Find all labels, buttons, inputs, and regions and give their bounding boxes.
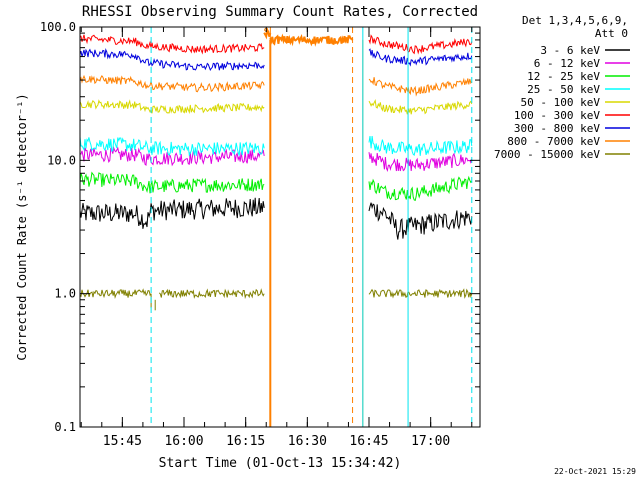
series-line-8-0 [79, 288, 152, 299]
series-line-3-1 [368, 136, 473, 156]
series-4 [79, 98, 473, 115]
series-0 [79, 197, 473, 240]
series-line-2-0 [79, 171, 265, 194]
x-tick-label-4: 16:45 [349, 434, 388, 449]
legend-label-2: 12 - 25 keV [527, 70, 600, 83]
annotation-mark-0: S [264, 27, 269, 37]
series-1 [79, 146, 473, 173]
legend-label-8: 7000 - 15000 keV [494, 148, 600, 161]
axes-layer: 0.1 1.0 10.0 100.0 15:45 16:00 16:15 16:30 16:45… [40, 20, 480, 449]
x-axis-label: Start Time (01-Oct-13 15:34:42) [159, 456, 402, 471]
series-5 [79, 34, 473, 55]
series-line-0-0 [79, 197, 265, 229]
legend-label-1: 6 - 12 keV [534, 57, 601, 70]
legend-label-5: 100 - 300 keV [514, 109, 600, 122]
series-line-4-0 [79, 99, 265, 115]
legend-label-0: 3 - 6 keV [540, 44, 600, 57]
legend-header-line-2: Att 0 [595, 27, 628, 40]
series-line-2-1 [368, 175, 473, 202]
series-3 [79, 136, 473, 157]
y-tick-label-1: 1.0 [54, 287, 76, 301]
x-tick-label-5: 17:00 [411, 434, 450, 449]
series-line-5-1 [368, 34, 473, 55]
series-line-1-1 [368, 152, 473, 173]
series-line-0-1 [368, 202, 473, 240]
plot-frame [79, 26, 481, 428]
series-line-4-1 [368, 98, 473, 115]
legend-label-6: 300 - 800 keV [514, 122, 600, 135]
series-line-7-0 [79, 74, 265, 93]
series-line-8-3 [158, 288, 265, 300]
x-tick-label-2: 16:15 [226, 434, 265, 449]
series-2 [79, 171, 473, 202]
x-tick-label-1: 16:00 [164, 434, 203, 449]
x-tick-label-3: 16:30 [288, 434, 327, 449]
y-tick-label-0: 0.1 [54, 420, 76, 434]
chart-title: RHESSI Observing Summary Count Rates, Co… [82, 4, 478, 20]
series-line-5-0 [79, 34, 265, 55]
series-line-7-5 [368, 77, 473, 97]
y-axis-label: Corrected Count Rate (s⁻¹ detector⁻¹) [15, 93, 29, 360]
y-tick-label-3: 100.0 [40, 20, 76, 34]
legend-label-4: 50 - 100 keV [521, 96, 601, 109]
series-line-1-0 [79, 146, 265, 167]
series-line-6-1 [368, 48, 473, 67]
series-line-6-0 [79, 48, 265, 71]
series-line-7-3 [269, 33, 354, 47]
series-6 [79, 48, 473, 71]
legend-label-7: 800 - 7000 keV [507, 135, 600, 148]
series-line-7-1 [263, 27, 272, 40]
series-line-8-4 [368, 288, 473, 299]
series-line-3-0 [79, 136, 265, 157]
legend-header-line-1: Det 1,3,4,5,6,9, [522, 14, 628, 27]
legend-label-3: 25 - 50 keV [527, 83, 600, 96]
footer-date: 22-Oct-2021 15:29 [554, 467, 636, 476]
y-tick-label-2: 10.0 [47, 153, 76, 167]
x-tick-label-0: 15:45 [103, 434, 142, 449]
